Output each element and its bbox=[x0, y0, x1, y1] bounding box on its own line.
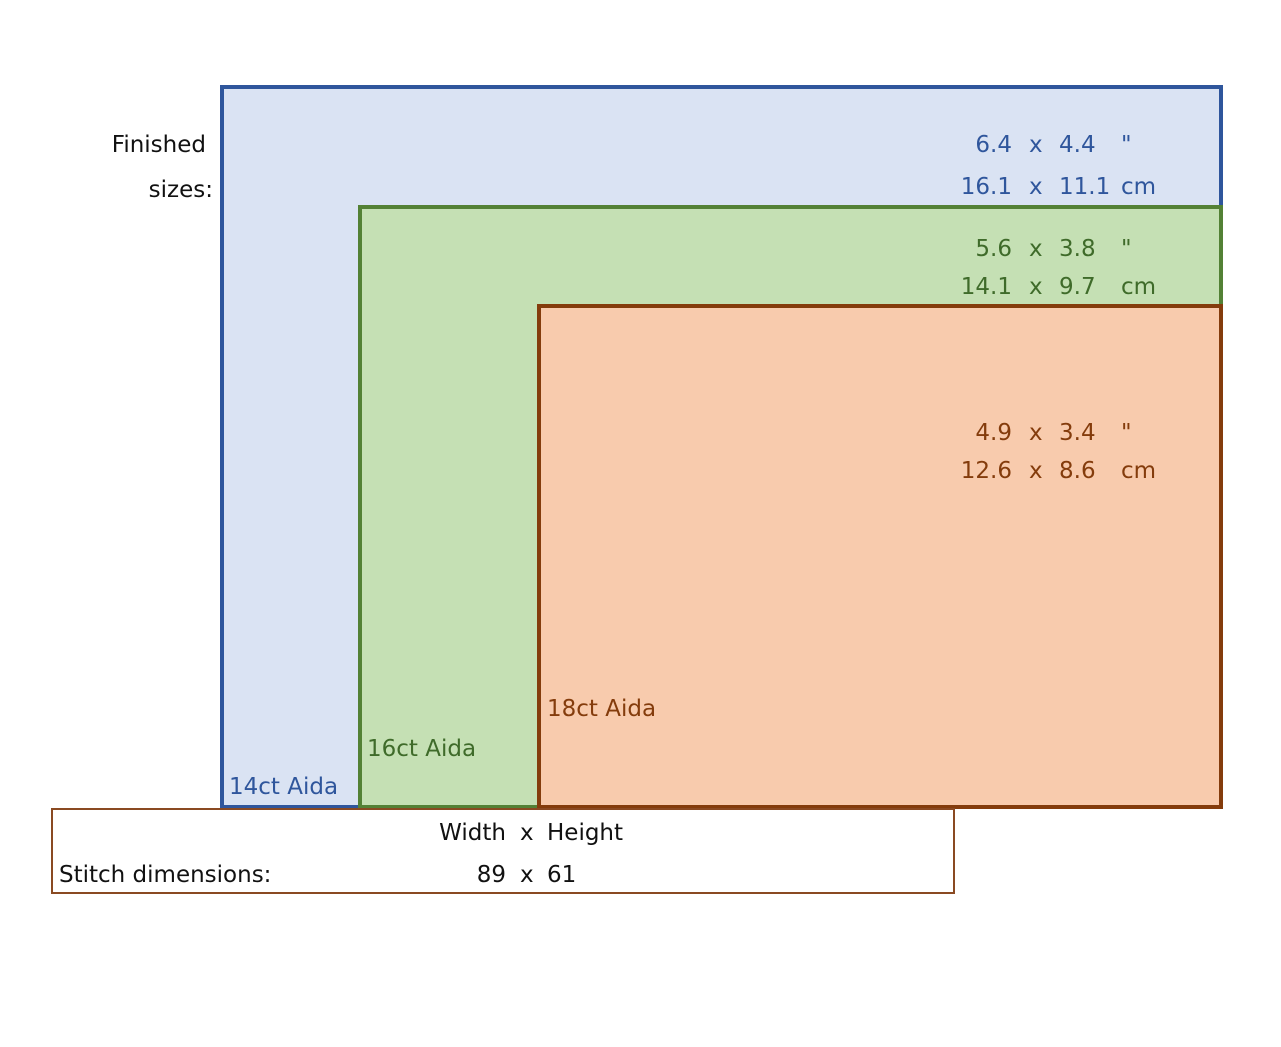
stitch-width-value: 89 bbox=[476, 862, 506, 888]
size-16-cm-unit: cm bbox=[1121, 274, 1157, 300]
size-18-inch-x: x bbox=[1029, 420, 1043, 446]
size-14-cm-height: 11.1 bbox=[1059, 174, 1111, 200]
stitch-header-x: x bbox=[520, 820, 534, 846]
size-14-cm-x: x bbox=[1029, 174, 1043, 200]
stitch-height-value: 61 bbox=[547, 862, 577, 888]
size-14-inch-unit: " bbox=[1121, 132, 1132, 158]
size-18-cm-unit: cm bbox=[1121, 458, 1157, 484]
stitch-header-width: Width bbox=[439, 820, 506, 846]
stitch-header-height: Height bbox=[547, 820, 624, 846]
size-16-inch-unit: " bbox=[1121, 236, 1132, 262]
size-18-inch-height: 3.4 bbox=[1059, 420, 1096, 446]
finished-sizes-label-line2: sizes: bbox=[148, 177, 213, 203]
size-16-cm-width: 14.1 bbox=[960, 274, 1012, 300]
size-18-inch-width: 4.9 bbox=[975, 420, 1012, 446]
label-14ct-aida: 14ct Aida bbox=[229, 774, 339, 800]
size-16-cm-height: 9.7 bbox=[1059, 274, 1096, 300]
stitch-dimensions-label: Stitch dimensions: bbox=[59, 862, 272, 888]
box-18ct-aida bbox=[537, 304, 1223, 809]
size-18-cm-width: 12.6 bbox=[960, 458, 1012, 484]
size-14-inch-x: x bbox=[1029, 132, 1043, 158]
label-18ct-aida: 18ct Aida bbox=[547, 696, 657, 722]
stitch-x: x bbox=[520, 862, 534, 888]
label-16ct-aida: 16ct Aida bbox=[367, 736, 477, 762]
size-16-inch-height: 3.8 bbox=[1059, 236, 1096, 262]
size-16-inch-x: x bbox=[1029, 236, 1043, 262]
size-18-inch-unit: " bbox=[1121, 420, 1132, 446]
size-18-cm-x: x bbox=[1029, 458, 1043, 484]
size-14-inch-height: 4.4 bbox=[1059, 132, 1096, 158]
size-18-cm-height: 8.6 bbox=[1059, 458, 1096, 484]
stitch-dimensions-table bbox=[51, 808, 955, 894]
size-14-cm-width: 16.1 bbox=[960, 174, 1012, 200]
size-16-cm-x: x bbox=[1029, 274, 1043, 300]
size-16-inch-width: 5.6 bbox=[975, 236, 1012, 262]
finished-sizes-label-line1: Finished bbox=[111, 132, 206, 158]
size-14-inch-width: 6.4 bbox=[975, 132, 1012, 158]
size-14-cm-unit: cm bbox=[1121, 174, 1157, 200]
